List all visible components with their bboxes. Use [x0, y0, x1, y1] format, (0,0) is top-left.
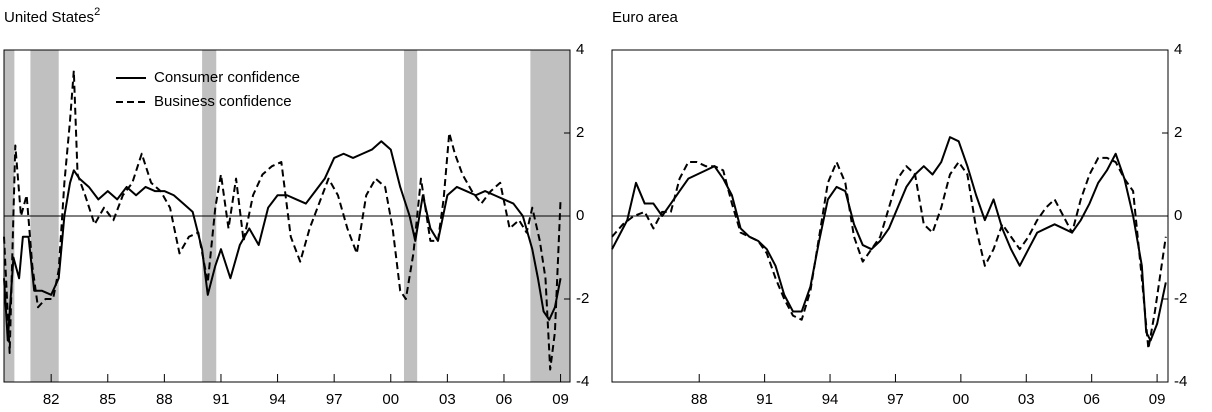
x-tick-label: 85: [99, 391, 116, 408]
y-tick-label: 4: [576, 41, 584, 58]
title-text: Euro area: [612, 9, 679, 26]
y-tick-label: 2: [576, 124, 584, 141]
x-tick-label: 82: [43, 391, 60, 408]
y-tick-label: -4: [1174, 373, 1187, 390]
x-tick-label: 06: [496, 391, 513, 408]
x-tick-label: 03: [439, 391, 456, 408]
x-tick-label: 97: [887, 391, 904, 408]
plot-frame: [3, 49, 571, 383]
x-tick-label: 00: [953, 391, 970, 408]
series-line: [611, 136, 1167, 342]
legend-label: Business confidence: [154, 93, 292, 110]
x-tick-label: 03: [1018, 391, 1035, 408]
x-tick-label: 91: [756, 391, 773, 408]
title-text: United States: [4, 9, 94, 26]
y-tick-label: 2: [1174, 124, 1182, 141]
y-tick-label: 4: [1174, 41, 1182, 58]
x-tick-label: 88: [156, 391, 173, 408]
series-line: [3, 69, 562, 371]
x-tick-label: 88: [691, 391, 708, 408]
x-tick-label: 09: [552, 391, 569, 408]
series-line: [611, 156, 1167, 350]
y-tick-label: 0: [1174, 207, 1182, 224]
y-tick-label: -2: [1174, 290, 1187, 307]
x-tick-label: 97: [326, 391, 343, 408]
x-tick-label: 91: [213, 391, 230, 408]
panel: Euro area -4 -2 0 2 4 88 91 94 97 00 03 06 09: [611, 9, 1187, 408]
y-tick-label: -2: [576, 290, 589, 307]
chart-title: Euro area: [612, 9, 679, 26]
series-line: [3, 140, 562, 342]
x-tick-label: 06: [1083, 391, 1100, 408]
legend-label: Consumer confidence: [154, 69, 300, 86]
plot-frame: [611, 49, 1169, 383]
x-tick-label: 94: [822, 391, 839, 408]
chart-title: United States2: [4, 6, 100, 26]
y-tick-label: -4: [576, 373, 589, 390]
title-superscript: 2: [94, 6, 100, 18]
x-tick-label: 09: [1149, 391, 1166, 408]
x-tick-label: 94: [269, 391, 286, 408]
y-tick-label: 0: [576, 207, 584, 224]
x-tick-label: 00: [382, 391, 399, 408]
